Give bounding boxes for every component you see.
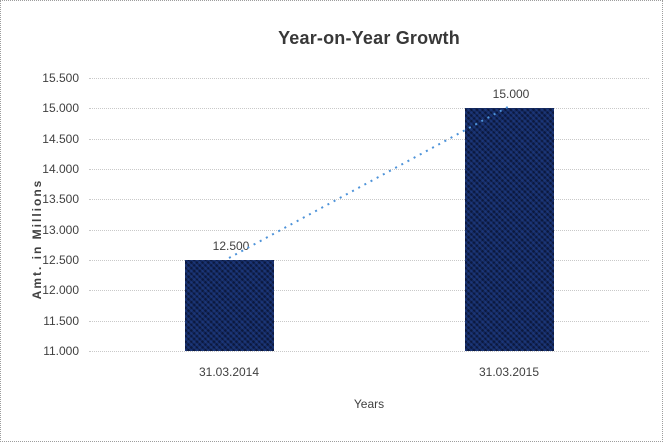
trendline-path	[228, 105, 510, 259]
y-tick-label: 14.500	[42, 131, 79, 146]
gridline	[89, 320, 649, 322]
bar-value-label: 12.500	[212, 239, 250, 253]
y-tick-label: 12.500	[42, 253, 79, 267]
gridline	[89, 290, 649, 292]
x-tick-label: 31.03.2014	[198, 365, 260, 379]
y-tick-label: 13.000	[42, 222, 79, 237]
bar-value-label: 15.000	[492, 87, 530, 102]
gridline	[89, 138, 649, 140]
trendline	[228, 105, 510, 259]
gridline	[89, 229, 649, 231]
bar	[184, 260, 274, 351]
y-tick-label: 11.000	[43, 344, 79, 358]
y-tick-label: 12.000	[42, 283, 79, 298]
x-tick-label: 31.03.2015	[478, 365, 540, 379]
gridline	[89, 199, 649, 201]
y-tick-label: 11.500	[43, 313, 79, 328]
chart-title: Year-on-Year Growth	[278, 28, 460, 48]
gridline	[89, 351, 649, 352]
gridline	[89, 78, 649, 79]
x-axis-title: Years	[353, 397, 385, 411]
gridline	[89, 108, 649, 110]
bar	[464, 108, 554, 351]
gridline	[89, 260, 649, 261]
plot-area: 12.500 15.000	[89, 78, 649, 352]
y-tick-label: 13.500	[42, 192, 79, 207]
gridline	[89, 169, 649, 170]
y-tick-label: 15.500	[42, 71, 79, 85]
y-tick-label: 15.000	[42, 101, 79, 116]
y-tick-label: 14.000	[42, 162, 79, 176]
